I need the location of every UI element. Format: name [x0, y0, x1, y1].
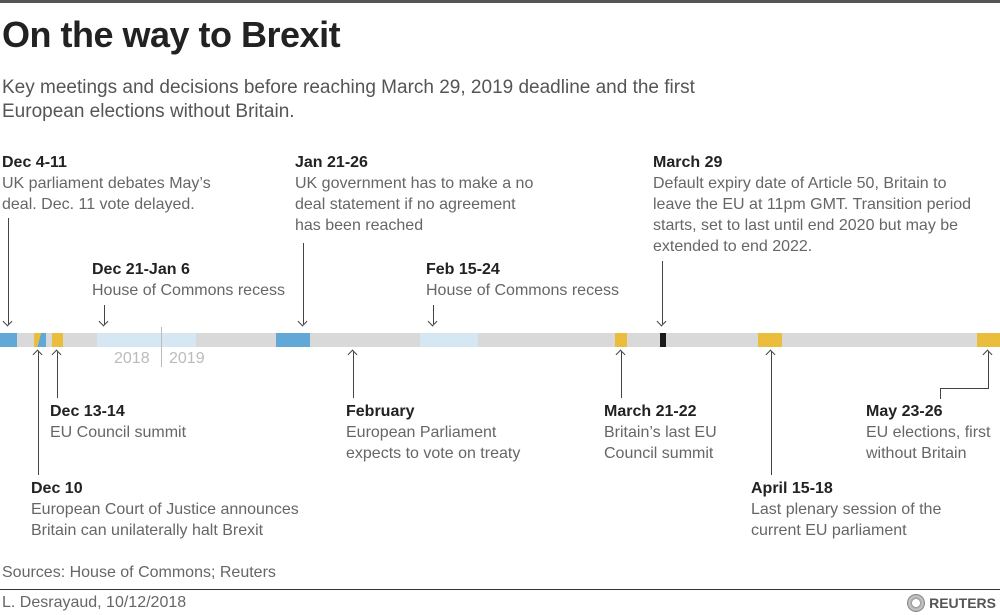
event-date: Feb 15-24 — [426, 261, 500, 278]
segment-dec-21-jan-6 — [97, 333, 196, 347]
footer-rule — [0, 589, 1000, 590]
segment-jan-21-26 — [276, 333, 310, 347]
event-desc: UK parliament debates May’s deal. Dec. 1… — [2, 175, 211, 213]
connector-line — [940, 388, 941, 399]
connector-line — [57, 351, 58, 398]
event-desc: EU Council summit — [50, 424, 187, 441]
segment-april-15-18 — [758, 333, 782, 347]
connector-line — [303, 243, 304, 324]
year-divider — [161, 327, 162, 367]
event-desc: European Parliament expects to vote on t… — [346, 424, 521, 462]
connector-line — [771, 351, 772, 475]
page-title: On the way to Brexit — [2, 14, 341, 55]
event-feb-15-24: Feb 15-24 House of Commons recess — [426, 259, 656, 301]
event-date: March 29 — [653, 154, 723, 171]
connector-line — [38, 351, 39, 475]
event-date: Dec 13-14 — [50, 403, 125, 420]
event-date: Dec 10 — [31, 480, 83, 497]
segment-feb-15-24 — [420, 333, 478, 347]
segment-march-21-22 — [615, 333, 627, 347]
event-desc: European Court of Justice announces Brit… — [31, 501, 299, 539]
segment-may-23-26 — [977, 333, 1000, 347]
page-subtitle: Key meetings and decisions before reachi… — [2, 77, 695, 122]
event-february: February European Parliament expects to … — [346, 401, 576, 464]
event-date: Dec 21-Jan 6 — [92, 261, 190, 278]
event-march-29: March 29 Default expiry date of Article … — [653, 152, 998, 257]
sources-note: Sources: House of Commons; Reuters — [2, 564, 276, 581]
connector-line — [662, 261, 663, 324]
event-may-23-26: May 23-26 EU elections, first without Br… — [866, 401, 1000, 464]
event-desc: Last plenary session of the current EU p… — [751, 501, 942, 539]
event-desc: Britain’s last EU Council summit — [604, 424, 717, 462]
logo-text: REUTERS — [929, 595, 996, 611]
segment-march-29 — [660, 333, 666, 347]
segment-dec-4-11 — [0, 333, 17, 347]
connector-line — [8, 218, 9, 324]
event-date: March 21-22 — [604, 403, 697, 420]
event-desc: EU elections, first without Britain — [866, 424, 991, 462]
segment-dec-13-14 — [52, 333, 63, 347]
timeline-bar — [0, 333, 1000, 347]
event-dec-10: Dec 10 European Court of Justice announc… — [31, 478, 331, 541]
event-desc: House of Commons recess — [426, 282, 619, 299]
connector-line — [940, 388, 989, 389]
byline: L. Desrayaud, 10/12/2018 — [2, 594, 187, 611]
event-date: February — [346, 403, 415, 420]
segment-dec-10 — [34, 333, 46, 347]
event-date: Dec 4-11 — [2, 154, 67, 171]
event-desc: Default expiry date of Article 50, Brita… — [653, 175, 972, 255]
year-label-2019: 2019 — [169, 350, 205, 367]
event-jan-21-26: Jan 21-26 UK government has to make a no… — [295, 152, 575, 236]
reuters-logo: REUTERS — [907, 594, 996, 612]
event-desc: UK government has to make a no deal stat… — [295, 175, 534, 234]
event-date: Jan 21-26 — [295, 154, 368, 171]
connector-line — [104, 305, 105, 324]
connector-line — [353, 351, 354, 398]
event-desc: House of Commons recess — [92, 282, 285, 299]
connector-line — [621, 351, 622, 398]
connector-line — [988, 351, 989, 388]
event-dec-21-jan-6: Dec 21-Jan 6 House of Commons recess — [92, 259, 322, 301]
reuters-dots-icon — [907, 594, 926, 612]
event-date: May 23-26 — [866, 403, 943, 420]
event-dec-4-11: Dec 4-11 UK parliament debates May’s dea… — [2, 152, 262, 215]
event-march-21-22: March 21-22 Britain’s last EU Council su… — [604, 401, 754, 464]
event-date: April 15-18 — [751, 480, 833, 497]
top-rule — [0, 0, 1000, 3]
event-april-15-18: April 15-18 Last plenary session of the … — [751, 478, 991, 541]
year-label-2018: 2018 — [114, 350, 150, 367]
connector-line — [433, 305, 434, 324]
event-dec-13-14: Dec 13-14 EU Council summit — [50, 401, 280, 443]
